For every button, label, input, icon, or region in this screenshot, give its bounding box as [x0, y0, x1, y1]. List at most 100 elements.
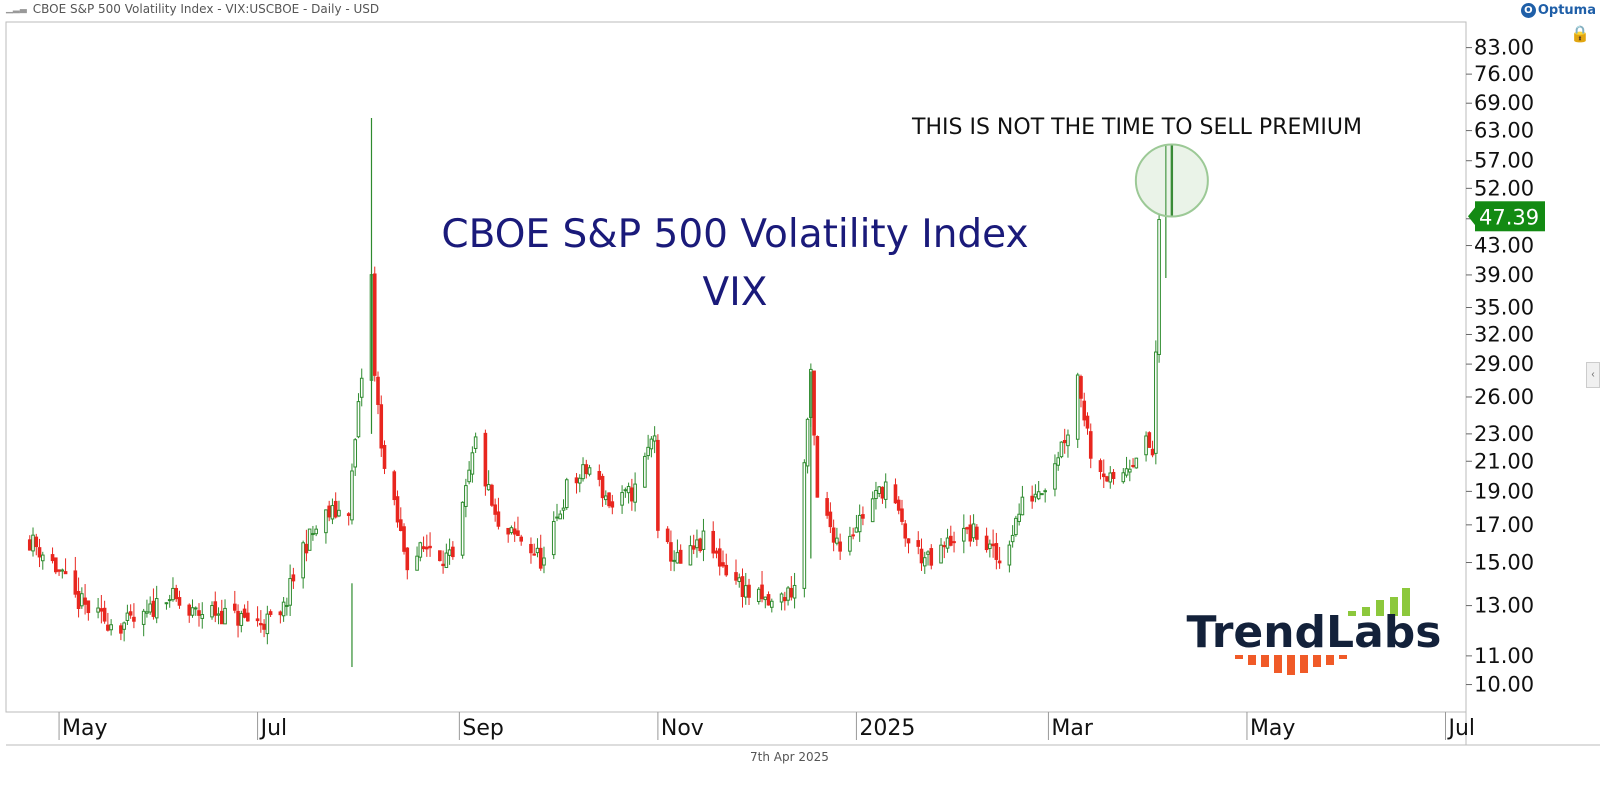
candle-body	[506, 527, 510, 535]
candle	[145, 599, 149, 618]
candle-body	[73, 570, 78, 595]
candle	[574, 473, 579, 494]
candle	[418, 541, 423, 562]
candle	[164, 602, 169, 610]
candle-body	[874, 489, 878, 500]
candle	[988, 539, 992, 558]
candle	[174, 584, 179, 602]
candle	[789, 576, 794, 601]
candle	[486, 470, 491, 491]
candle	[398, 507, 403, 532]
candle-last	[1165, 144, 1174, 279]
candle-body	[486, 484, 491, 491]
candle-body	[1066, 434, 1070, 447]
candle-body	[646, 446, 650, 457]
candle-body	[922, 557, 927, 567]
candle-body	[483, 432, 488, 487]
candle	[236, 604, 240, 638]
candle	[1088, 423, 1093, 469]
y-tick-label: 63.00	[1474, 119, 1534, 143]
candle	[607, 492, 611, 509]
trendlabs-bar	[1313, 655, 1321, 667]
candle	[919, 538, 924, 571]
candle-body	[1147, 432, 1152, 448]
candle-body	[581, 464, 585, 480]
candle-body	[1134, 457, 1139, 469]
candle	[792, 572, 797, 609]
candle-body	[174, 587, 179, 600]
y-tick-label: 35.00	[1474, 296, 1534, 320]
candle	[63, 558, 68, 575]
candle	[1053, 454, 1057, 497]
candle-body	[555, 516, 559, 519]
candle	[903, 520, 908, 547]
candle	[1105, 475, 1109, 483]
candle	[1036, 480, 1041, 501]
candle-body	[698, 538, 703, 552]
candle-body	[551, 520, 556, 556]
candle-body	[327, 505, 331, 518]
candle	[678, 544, 683, 564]
candle	[535, 538, 540, 558]
optuma-logo: O Optuma	[1520, 3, 1596, 18]
trendlabs-bar	[1390, 597, 1398, 616]
last-value-box	[1475, 201, 1545, 232]
candle-body	[747, 584, 751, 598]
candle	[330, 498, 335, 525]
candle-body	[415, 555, 419, 571]
candle-body	[216, 613, 221, 616]
candle	[1062, 428, 1067, 454]
candle-body	[691, 545, 696, 550]
candle-body	[330, 505, 335, 520]
last-value-marker: 47.39	[1468, 201, 1545, 232]
y-tick-label: 17.00	[1474, 513, 1534, 537]
candle-body	[630, 487, 634, 502]
candle-body	[965, 527, 969, 530]
y-tick-label: 11.00	[1474, 644, 1534, 668]
trendlabs-bar	[1362, 607, 1370, 616]
candle	[1085, 412, 1090, 435]
candle	[425, 534, 429, 557]
last-value-pointer	[1468, 206, 1476, 227]
candle	[610, 494, 615, 515]
candle-body	[607, 492, 611, 507]
candle	[190, 599, 195, 618]
candle-body	[83, 597, 87, 605]
lock-icon[interactable]: 🔒	[1570, 26, 1590, 43]
candle	[470, 446, 475, 483]
candle-body	[187, 604, 192, 616]
candle	[1030, 485, 1034, 509]
candle	[516, 516, 520, 537]
candle-body	[242, 608, 247, 618]
candle-body	[838, 541, 842, 552]
candle-body	[1144, 435, 1148, 456]
candle-body	[574, 477, 579, 484]
trendlabs-bar	[1287, 655, 1295, 675]
candle	[402, 523, 406, 555]
candle-body	[281, 601, 286, 617]
candle-body	[675, 552, 680, 564]
candle	[994, 532, 999, 570]
candle-body	[584, 464, 589, 475]
candle-body	[125, 612, 130, 621]
candle-body	[1085, 415, 1090, 429]
candle	[766, 591, 771, 606]
candle-body	[213, 601, 218, 616]
candle-body	[815, 436, 820, 498]
y-tick-label: 26.00	[1474, 385, 1534, 409]
candle	[717, 538, 722, 576]
candle	[193, 606, 198, 616]
candle-body	[561, 507, 566, 511]
candle	[447, 538, 452, 565]
candle	[626, 482, 631, 504]
candle-body	[346, 513, 351, 516]
candle-body	[760, 584, 764, 600]
candle-body	[740, 576, 745, 598]
candle-body	[109, 624, 113, 631]
candle	[80, 587, 84, 609]
candle-body	[102, 607, 107, 622]
candle-body	[145, 611, 149, 614]
candle-body	[1105, 476, 1109, 482]
trendlabs-logo-text: TrendLabs	[1187, 607, 1442, 658]
